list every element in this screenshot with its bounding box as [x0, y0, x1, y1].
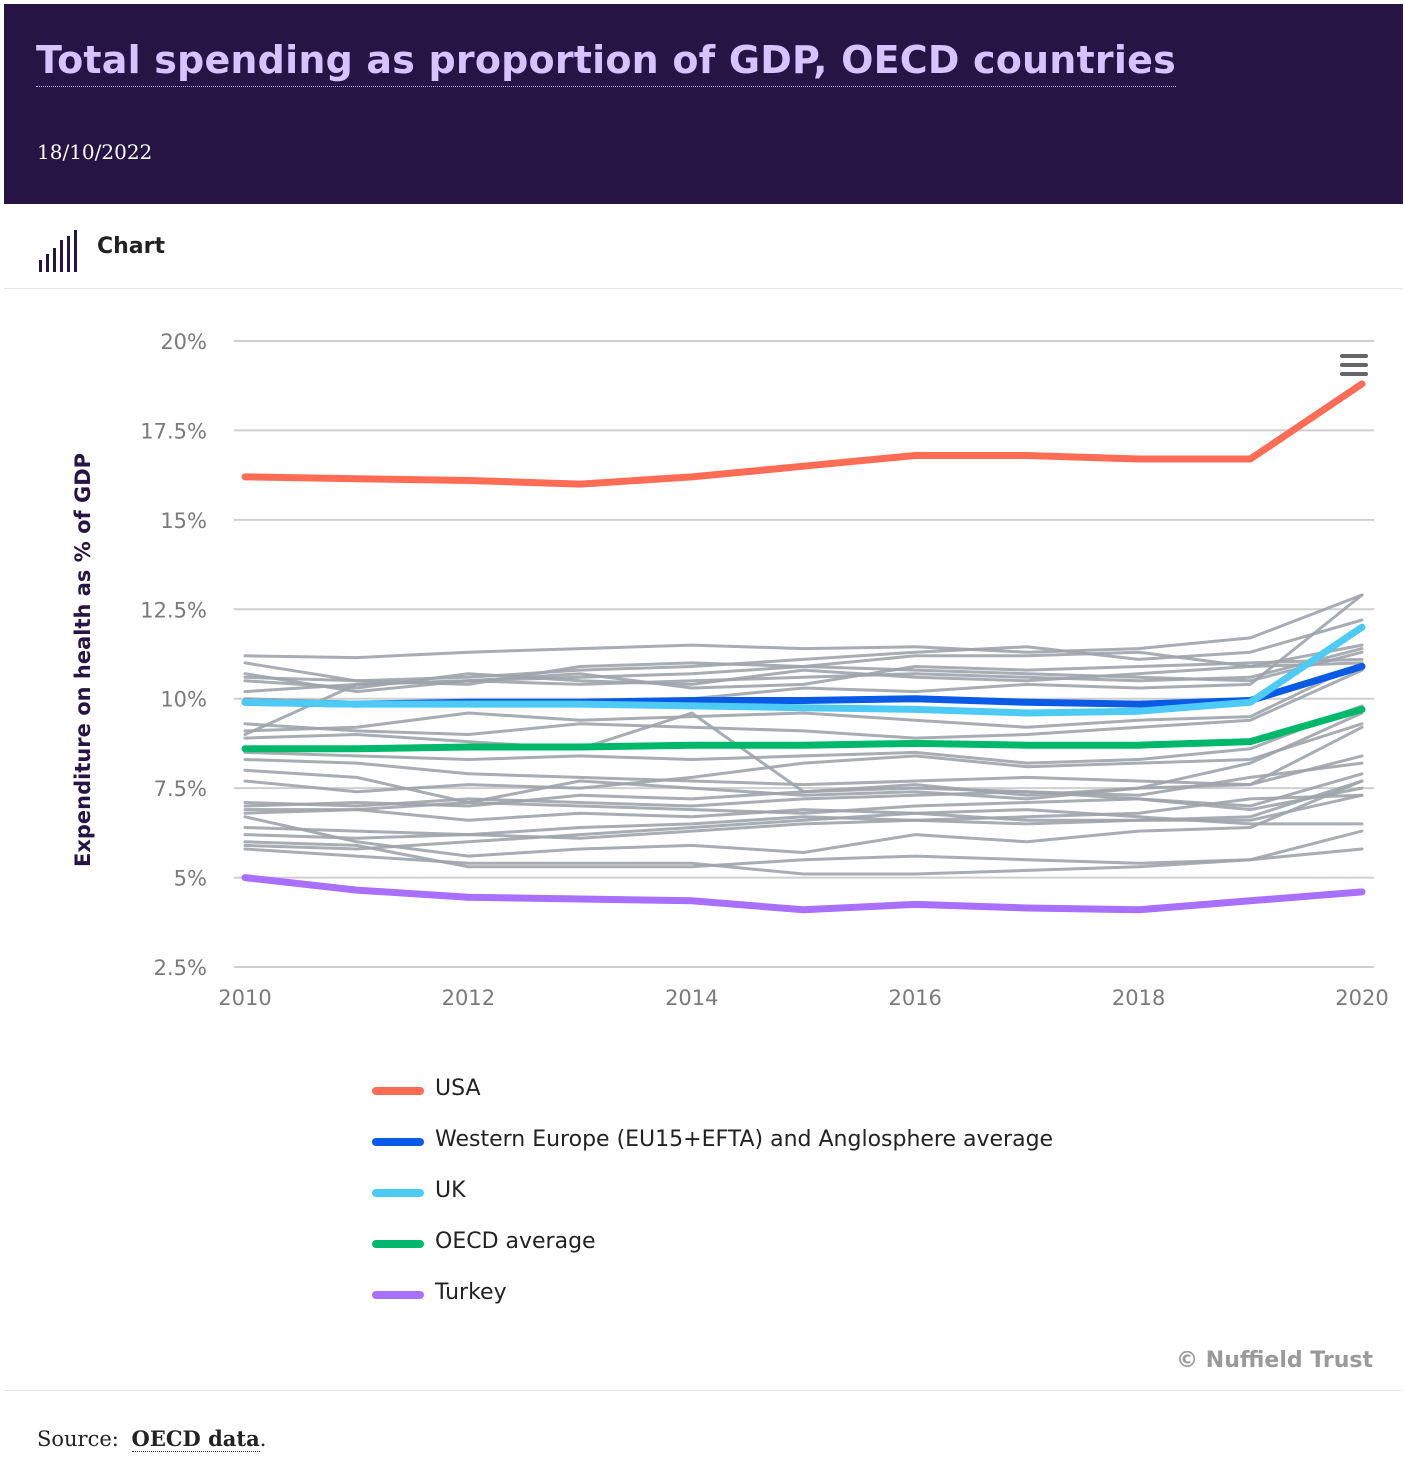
other-country-line — [243, 779, 1364, 858]
series-line-turkey[interactable] — [241, 874, 1366, 914]
legend-swatch — [372, 1291, 424, 1299]
other-country-line — [243, 668, 1364, 740]
chart-card: Total spending as proportion of GDP, OEC… — [4, 4, 1403, 1480]
y-tick-label: 5% — [174, 867, 207, 891]
other-country-line — [243, 661, 1364, 733]
x-tick-label: 2020 — [1335, 986, 1388, 1010]
legend-label: OECD average — [435, 1229, 596, 1254]
other-country-line — [243, 647, 1364, 694]
line-chart: 2.5%5%7.5%10%12.5%15%17.5%20% 2010 2012 20… — [71, 330, 1389, 1010]
legend-label: UK — [435, 1178, 466, 1203]
other-country-line — [243, 593, 1364, 660]
source-note: Source: OECD data. — [37, 1426, 267, 1452]
series-line-uk[interactable] — [241, 623, 1366, 717]
legend-swatch — [372, 1189, 424, 1197]
tab-chart-label: Chart — [97, 234, 166, 259]
legend-swatch — [372, 1240, 424, 1248]
legend-label: Turkey — [435, 1280, 507, 1305]
legend-label: Western Europe (EU15+EFTA) and Anglosphe… — [435, 1127, 1054, 1152]
x-tick-label: 2014 — [665, 986, 718, 1010]
source-prefix: Source: — [37, 1427, 119, 1451]
other-country-line — [243, 793, 1364, 840]
source-suffix: . — [259, 1427, 267, 1451]
series-line-oecd-average[interactable] — [241, 705, 1366, 753]
other-country-line — [243, 754, 1364, 787]
y-tick-label: 2.5% — [154, 956, 207, 980]
chart-title[interactable]: Total spending as proportion of GDP, OEC… — [36, 38, 1176, 87]
y-tick-label: 7.5% — [154, 777, 207, 801]
chart-menu-button[interactable] — [1338, 352, 1370, 380]
publish-date: 18/10/2022 — [37, 140, 153, 164]
other-country-line — [243, 711, 1364, 804]
other-country-line — [243, 657, 1364, 736]
y-axis-ticks: 2.5% 5% 7.5% 10% 12.5% 15% 17.5% 20% — [140, 330, 207, 980]
footer-divider — [4, 1390, 1403, 1391]
other-country-line — [243, 793, 1364, 822]
chart-header: Total spending as proportion of GDP, OEC… — [4, 4, 1403, 204]
chart-credit[interactable]: © Nuffield Trust — [1176, 1348, 1373, 1373]
x-tick-label: 2016 — [888, 986, 941, 1010]
y-tick-label: 10% — [160, 688, 207, 712]
y-axis-label: Expenditure on health as % of GDP — [71, 453, 95, 867]
bar-chart-icon — [39, 230, 77, 272]
x-tick-label: 2010 — [218, 986, 271, 1010]
other-country-lines — [243, 593, 1364, 876]
x-axis-ticks: 2010 2012 2014 2016 2018 2020 — [218, 986, 1388, 1010]
legend-swatch — [372, 1138, 424, 1146]
y-tick-label: 20% — [160, 330, 207, 354]
y-tick-label: 15% — [160, 509, 207, 533]
other-country-line — [243, 840, 1364, 869]
other-country-line — [243, 593, 1364, 708]
other-country-line — [243, 661, 1364, 690]
view-tab-bar: Chart — [4, 204, 1403, 289]
legend-swatch — [372, 1087, 424, 1095]
y-tick-label: 17.5% — [140, 419, 207, 443]
other-country-line — [243, 618, 1364, 683]
other-country-line — [243, 704, 1364, 765]
x-tick-label: 2018 — [1112, 986, 1165, 1010]
x-tick-label: 2012 — [442, 986, 495, 1010]
legend-label: USA — [435, 1076, 481, 1101]
hamburger-icon — [1340, 354, 1368, 358]
highlighted-series — [241, 380, 1366, 914]
series-line-usa[interactable] — [241, 380, 1366, 488]
source-link[interactable]: OECD data — [131, 1426, 260, 1452]
y-tick-label: 12.5% — [140, 598, 207, 622]
other-country-line — [243, 722, 1364, 794]
other-country-line — [243, 786, 1364, 812]
